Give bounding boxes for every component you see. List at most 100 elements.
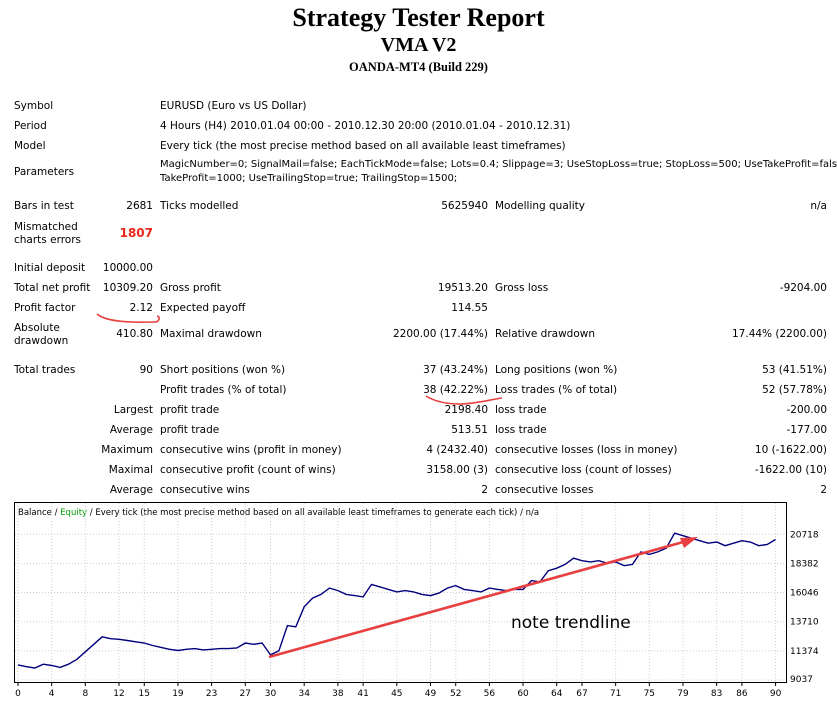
grossloss-value: -9204.00 [779,282,827,294]
x-tick-label: 64 [551,689,563,699]
x-tick-label: 86 [736,689,748,699]
max-wins-value: 4 (2432.40) [426,444,488,456]
x-tick-label: 45 [391,689,402,699]
x-tick-label: 15 [139,689,150,699]
avg-wins-value: 2 [481,484,488,496]
x-tick-label: 52 [450,689,461,699]
grossprofit-label: Gross profit [160,282,221,294]
average-loss-label: loss trade [495,424,547,436]
profit-trades-label: Profit trades (% of total) [160,384,287,396]
mismatched-value: 1807 [119,226,153,240]
largest-label: Largest [113,404,153,416]
trendline-arrowhead [680,537,698,548]
max-loss-value: -1622.00 (10) [754,464,827,476]
model-label: Model [14,140,46,152]
trades-label: Total trades [14,364,76,376]
largest-loss-value: -200.00 [786,404,827,416]
x-tick-label: 60 [517,689,529,699]
absolute-dd-value: 410.80 [116,328,153,340]
reldd-label: Relative drawdown [495,328,596,340]
profit-factor-value: 2.12 [129,302,153,314]
max-loss-label: consecutive loss (count of losses) [495,464,672,476]
bars-label: Bars in test [14,200,74,212]
y-tick-label: 16046 [790,589,819,599]
x-tick-label: 19 [172,689,184,699]
legend-balance: Balance [18,508,52,518]
mismatched-label-1: Mismatched [14,221,78,233]
quality-value: n/a [810,200,827,212]
x-tick-label: 79 [677,689,689,699]
x-tick-label: 27 [240,689,251,699]
absolute-dd-label-1: Absolute [14,322,60,334]
x-tick-label: 83 [711,689,722,699]
short-label: Short positions (won %) [160,364,286,376]
quality-label: Modelling quality [495,200,585,212]
x-tick-label: 4 [49,689,55,699]
ticks-value: 5625940 [441,200,488,212]
loss-trades-label: Loss trades (% of total) [495,384,618,396]
avg-losses-label: consecutive losses [495,484,594,496]
long-label: Long positions (won %) [495,364,618,376]
x-tick-label: 75 [644,689,655,699]
x-tick-label: 12 [113,689,124,699]
balance-line [17,532,776,669]
reldd-value: 17.44% (2200.00) [732,328,827,340]
absolute-dd-label-2: drawdown [14,335,69,347]
max-profit-label: consecutive profit (count of wins) [160,464,336,476]
symbol-label: Symbol [14,100,54,112]
trendline-arrow [268,537,695,659]
x-tick-label: 49 [425,689,437,699]
avg-losses-value: 2 [820,484,827,496]
period-label: Period [14,120,47,132]
expert-name: VMA V2 [380,34,457,56]
y-tick-label: 9037 [790,675,813,685]
maxdd-label: Maximal drawdown [160,328,262,340]
max-profit-value: 3158.00 (3) [426,464,488,476]
y-tick-label: 11374 [790,647,819,657]
grossprofit-value: 19513.20 [437,282,488,294]
chart-legend: Balance / Equity / Every tick (the most … [18,508,539,518]
profit-factor-label: Profit factor [14,302,76,314]
loss-trades-value: 52 (57.78%) [762,384,827,396]
payoff-label: Expected payoff [160,302,246,314]
y-tick-label: 20718 [790,530,819,540]
x-tick-label: 8 [82,689,88,699]
trendline-note: note trendline [511,613,631,633]
grossloss-label: Gross loss [495,282,549,294]
ticks-label: Ticks modelled [160,200,239,212]
largest-profit-value: 2198.40 [444,404,488,416]
average-profit-value: 513.51 [451,424,488,436]
maxdd-value: 2200.00 (17.44%) [393,328,488,340]
balance-chart: Balance / Equity / Every tick (the most … [14,502,827,702]
maximum-label: Maximum [101,444,153,456]
profit-trades-value: 38 (42.22%) [423,384,488,396]
deposit-value: 10000.00 [102,262,153,274]
largest-profit-label: profit trade [160,404,220,416]
server-build: OANDA-MT4 (Build 229) [349,60,488,74]
long-value: 53 (41.51%) [762,364,827,376]
average-profit-label: profit trade [160,424,220,436]
legend-separator: / [52,508,60,518]
x-tick-label: 0 [15,689,21,699]
average-label: Average [109,424,153,436]
plot-frame [14,502,787,683]
x-tick-label: 71 [610,689,621,699]
parameters-line-2: TakeProfit=1000; UseTrailingStop=true; T… [160,173,458,184]
avg-wins-label: consecutive wins [160,484,250,496]
legend-equity: Equity [60,508,87,518]
max-wins-label: consecutive wins (profit in money) [160,444,342,456]
parameters-line-1: MagicNumber=0; SignalMail=false; EachTic… [160,159,837,170]
x-tick-label: 67 [576,689,587,699]
largest-loss-label: loss trade [495,404,547,416]
balance-chart-svg: Balance / Equity / Every tick (the most … [14,502,819,699]
x-tick-label: 90 [770,689,782,699]
period-value: 4 Hours (H4) 2010.01.04 00:00 - 2010.12.… [160,120,571,132]
max-losses-value: 10 (-1622.00) [754,444,827,456]
model-value: Every tick (the most precise method base… [160,140,566,152]
report-title: Strategy Tester Report [292,3,545,32]
profit-trades-underline [425,395,503,405]
x-tick-label: 30 [265,689,277,699]
maximal-label: Maximal [108,464,153,476]
max-losses-label: consecutive losses (loss in money) [495,444,678,456]
y-tick-label: 13710 [790,618,819,628]
